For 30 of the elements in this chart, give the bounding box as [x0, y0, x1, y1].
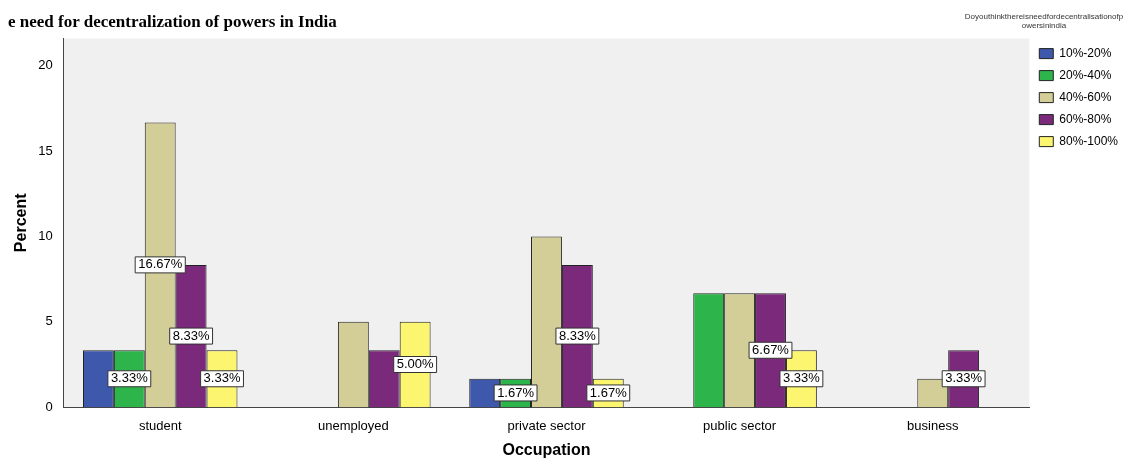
x-tick-label: public sector [703, 417, 777, 433]
data-label: 6.67% [752, 341, 790, 357]
x-tick-label: business [907, 417, 959, 433]
y-tick-label: 15 [38, 142, 53, 158]
data-label: 16.67% [138, 256, 183, 272]
x-tick-label: student [138, 417, 182, 433]
x-tick-label: unemployed [317, 417, 389, 433]
data-label: 1.67% [497, 384, 535, 400]
x-tick-label: private sector [507, 417, 587, 433]
data-label: 3.33% [203, 370, 241, 386]
legend-label: 40%-60% [1059, 89, 1112, 104]
data-label: 1.67% [589, 384, 628, 400]
y-tick-label: 5 [45, 313, 53, 329]
chart-title: e need for decentralization of powers in India [8, 11, 338, 31]
x-axis-title: Occupation [502, 440, 591, 458]
y-tick-label: 20 [38, 57, 53, 73]
legend-label: 20%-40% [1059, 67, 1112, 82]
data-label: 8.33% [172, 327, 210, 343]
y-tick-label: 10 [38, 228, 53, 244]
y-axis-title: Percent [12, 192, 30, 253]
data-label: 3.33% [945, 370, 983, 386]
data-label: 3.33% [110, 370, 149, 386]
data-label: 3.33% [782, 370, 821, 386]
legend-label: 80%-100% [1059, 133, 1119, 148]
legend-title: Doyouthinkthereisneedfordecentralisationofpowersinindia [964, 12, 1124, 31]
data-label: 5.00% [396, 356, 435, 372]
legend-label: 60%-80% [1059, 111, 1112, 126]
data-label: 8.33% [558, 327, 597, 343]
y-tick-label: 0 [45, 398, 53, 414]
legend-label: 10%-20% [1059, 45, 1112, 60]
